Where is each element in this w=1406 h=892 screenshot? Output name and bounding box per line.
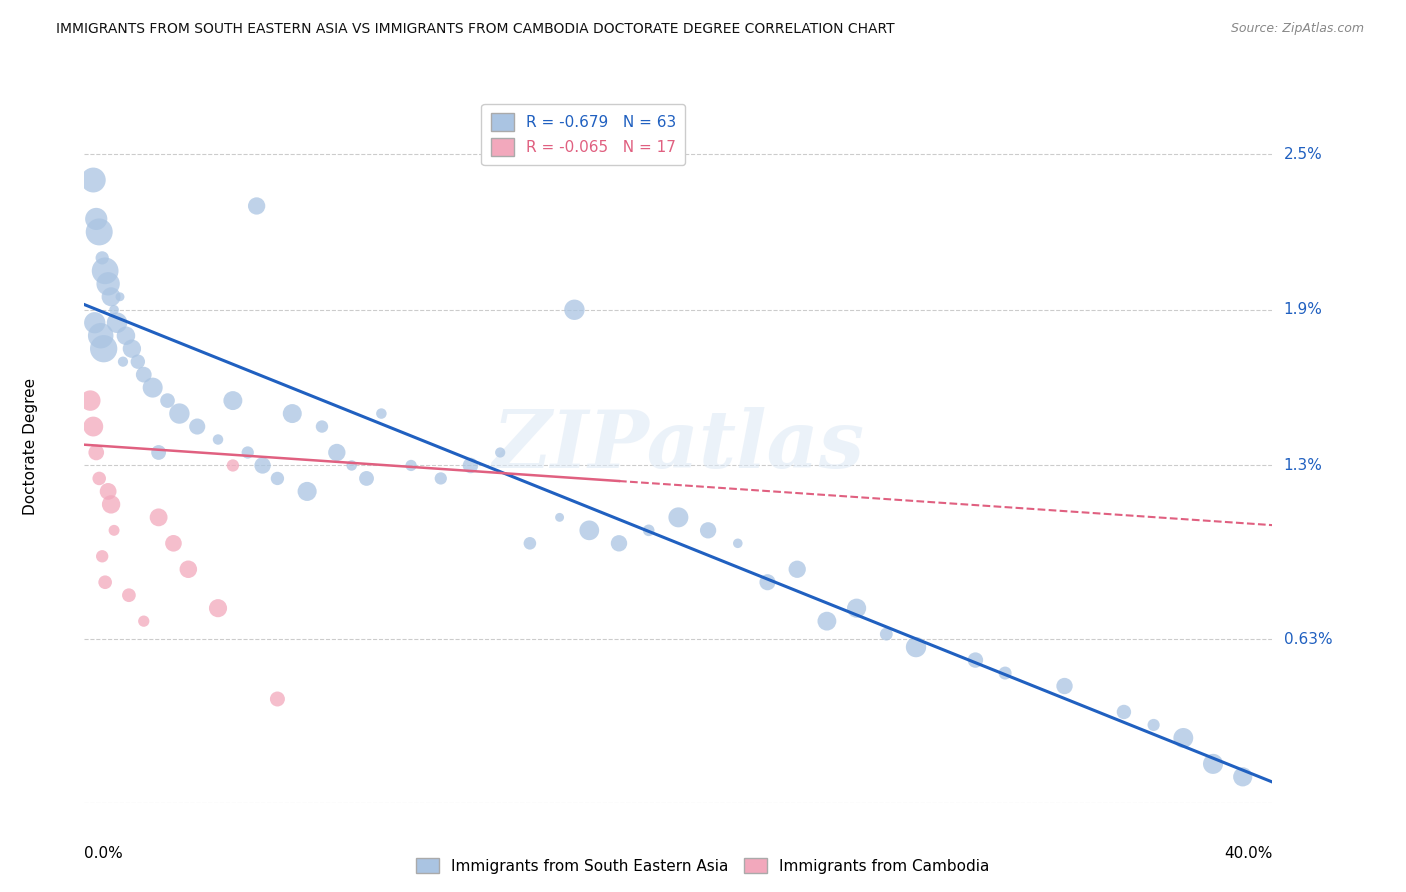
- Point: [637, 524, 659, 538]
- Text: 2.5%: 2.5%: [1284, 146, 1322, 161]
- Point: [340, 458, 363, 473]
- Legend: R = -0.679   N = 63, R = -0.065   N = 17: R = -0.679 N = 63, R = -0.065 N = 17: [481, 104, 685, 165]
- Text: 0.63%: 0.63%: [1284, 632, 1331, 647]
- Point: [697, 524, 720, 538]
- Point: [756, 575, 779, 590]
- Text: 1.3%: 1.3%: [1284, 458, 1323, 473]
- Point: [607, 536, 630, 550]
- Point: [93, 342, 115, 356]
- Point: [90, 328, 112, 343]
- Point: [105, 316, 128, 330]
- Text: 40.0%: 40.0%: [1225, 846, 1272, 861]
- Point: [295, 484, 318, 499]
- Point: [148, 510, 170, 524]
- Point: [519, 536, 541, 550]
- Point: [905, 640, 928, 654]
- Point: [370, 407, 392, 421]
- Point: [142, 381, 165, 395]
- Point: [815, 614, 838, 628]
- Point: [89, 225, 111, 239]
- Point: [875, 627, 897, 641]
- Point: [100, 290, 122, 304]
- Point: [207, 433, 229, 447]
- Point: [311, 419, 333, 434]
- Point: [156, 393, 179, 408]
- Point: [186, 419, 208, 434]
- Point: [82, 173, 104, 187]
- Point: [564, 302, 586, 317]
- Point: [460, 458, 482, 473]
- Point: [103, 524, 125, 538]
- Point: [89, 471, 111, 485]
- Point: [1112, 705, 1135, 719]
- Point: [103, 302, 125, 317]
- Point: [326, 445, 349, 459]
- Point: [281, 407, 304, 421]
- Point: [222, 393, 245, 408]
- Point: [94, 264, 117, 278]
- Text: Source: ZipAtlas.com: Source: ZipAtlas.com: [1230, 22, 1364, 36]
- Point: [1202, 756, 1225, 771]
- Text: Doctorate Degree: Doctorate Degree: [24, 377, 38, 515]
- Point: [108, 290, 131, 304]
- Text: 1.9%: 1.9%: [1284, 302, 1323, 318]
- Point: [727, 536, 749, 550]
- Point: [91, 251, 114, 265]
- Point: [132, 614, 155, 628]
- Point: [1143, 718, 1166, 732]
- Point: [236, 445, 259, 459]
- Text: 0.0%: 0.0%: [84, 846, 124, 861]
- Point: [266, 471, 288, 485]
- Point: [91, 549, 114, 564]
- Point: [82, 419, 104, 434]
- Point: [97, 277, 120, 291]
- Point: [84, 445, 107, 459]
- Point: [965, 653, 987, 667]
- Point: [111, 354, 134, 368]
- Point: [132, 368, 155, 382]
- Point: [169, 407, 191, 421]
- Point: [266, 692, 288, 706]
- Text: ZIPatlas: ZIPatlas: [492, 408, 865, 484]
- Legend: Immigrants from South Eastern Asia, Immigrants from Cambodia: Immigrants from South Eastern Asia, Immi…: [411, 852, 995, 880]
- Point: [1173, 731, 1195, 745]
- Point: [127, 354, 149, 368]
- Point: [97, 484, 120, 499]
- Point: [786, 562, 808, 576]
- Point: [356, 471, 378, 485]
- Point: [430, 471, 453, 485]
- Point: [578, 524, 600, 538]
- Point: [121, 342, 143, 356]
- Point: [79, 393, 101, 408]
- Point: [94, 575, 117, 590]
- Text: IMMIGRANTS FROM SOUTH EASTERN ASIA VS IMMIGRANTS FROM CAMBODIA DOCTORATE DEGREE : IMMIGRANTS FROM SOUTH EASTERN ASIA VS IM…: [56, 22, 894, 37]
- Point: [207, 601, 229, 615]
- Point: [246, 199, 269, 213]
- Point: [994, 666, 1017, 681]
- Point: [845, 601, 868, 615]
- Point: [100, 497, 122, 511]
- Point: [668, 510, 690, 524]
- Point: [1053, 679, 1076, 693]
- Point: [177, 562, 200, 576]
- Point: [489, 445, 512, 459]
- Point: [148, 445, 170, 459]
- Point: [83, 316, 105, 330]
- Point: [118, 588, 141, 602]
- Point: [548, 510, 571, 524]
- Point: [115, 328, 138, 343]
- Point: [399, 458, 422, 473]
- Point: [84, 211, 107, 226]
- Point: [222, 458, 245, 473]
- Point: [1232, 770, 1254, 784]
- Point: [162, 536, 184, 550]
- Point: [252, 458, 274, 473]
